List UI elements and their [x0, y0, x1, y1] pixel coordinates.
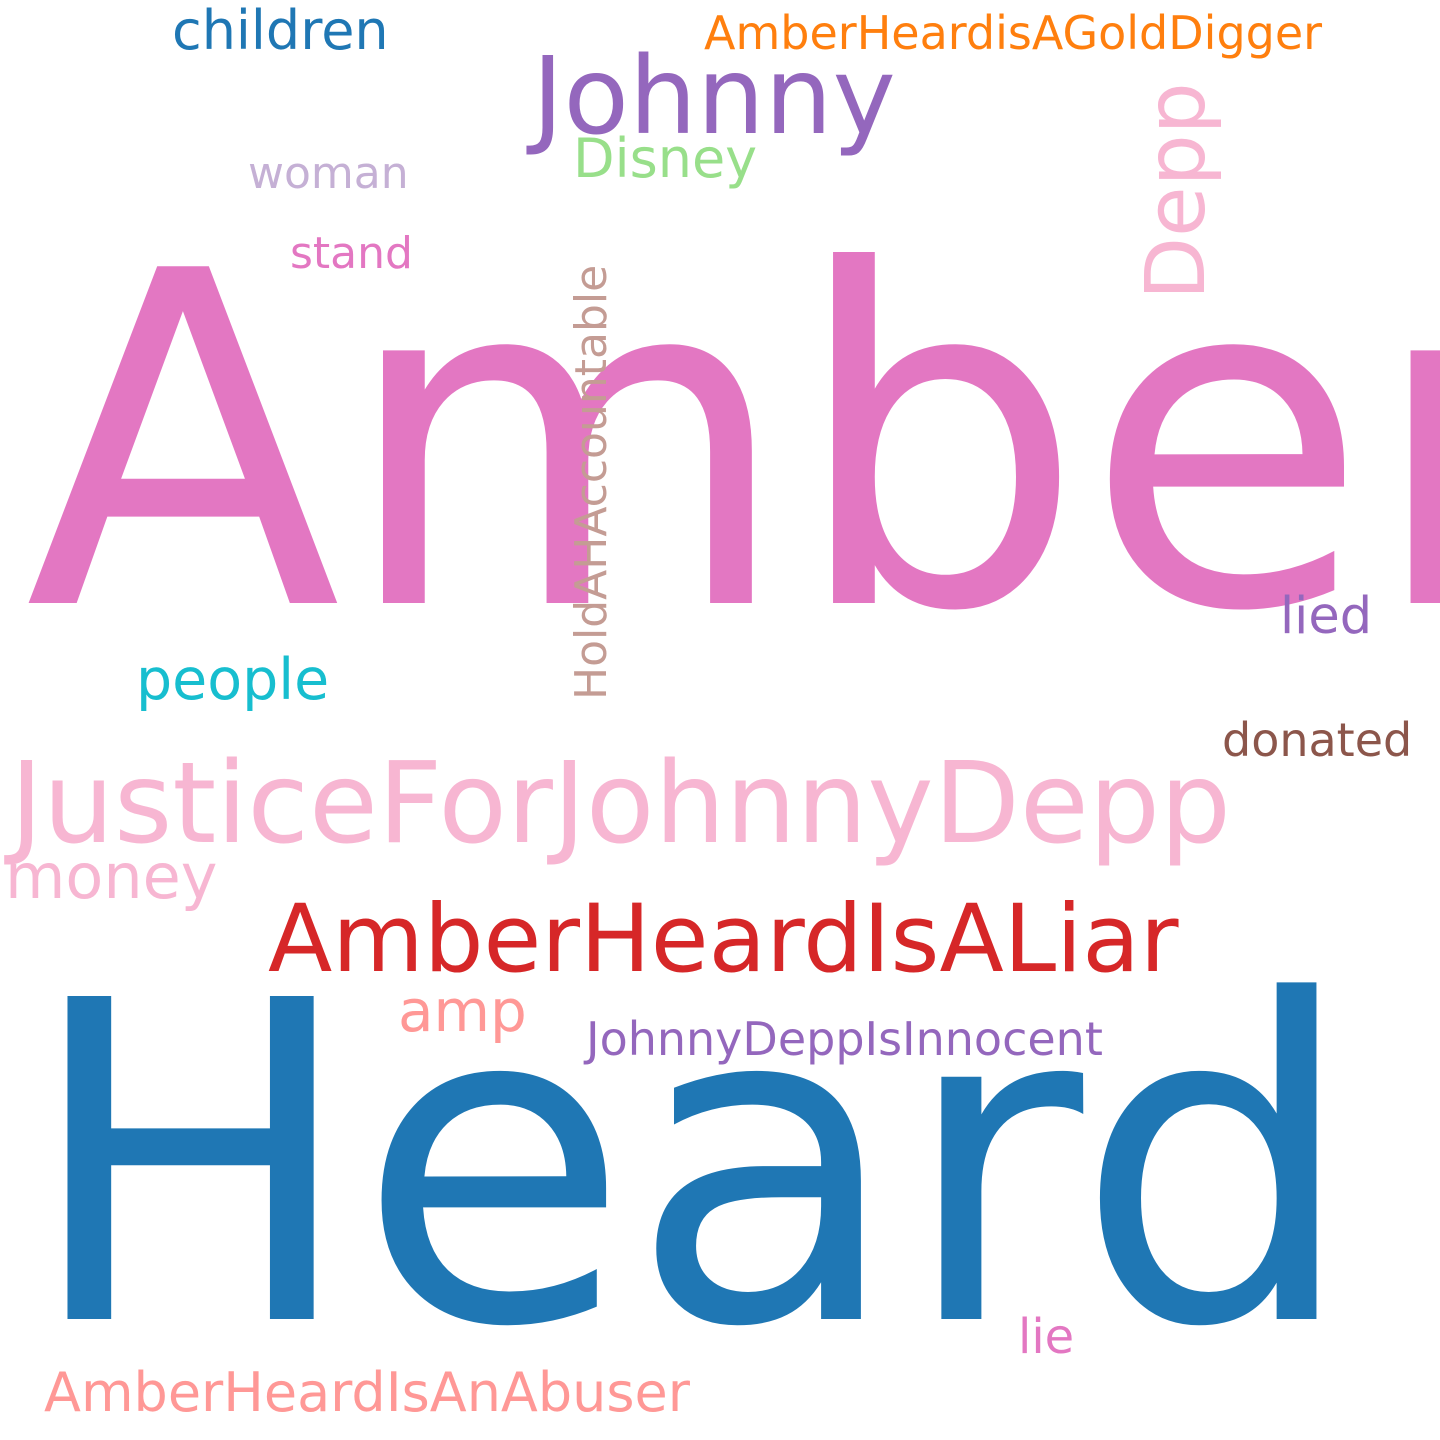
word-heard: Heard [24, 909, 1357, 1424]
word-hold-ah-accountable: HoldAHAccountable [566, 264, 617, 700]
word-amber: Amber [25, 174, 1440, 712]
word-disney: Disney [573, 127, 758, 190]
word-lie: lie [1018, 1309, 1075, 1365]
word-johnny-depp-is-innocent: JohnnyDeppIsInnocent [586, 1012, 1103, 1066]
word-people: people [136, 647, 330, 713]
word-amp: amp [398, 977, 527, 1045]
word-amber-heard-is-a-liar: AmberHeardIsALiar [268, 885, 1179, 994]
word-children: children [172, 0, 389, 62]
word-donated: donated [1222, 713, 1413, 767]
word-depp: Depp [1129, 82, 1224, 300]
word-amber-heard-is-a-gold-digger: AmberHeardisAGoldDigger [704, 6, 1323, 60]
word-stand: stand [290, 228, 413, 279]
word-amber-heard-is-an-abuser: AmberHeardIsAnAbuser [44, 1361, 690, 1424]
word-money: money [5, 840, 218, 913]
word-woman: woman [248, 148, 409, 199]
word-johnny: Johnny [532, 35, 896, 159]
word-justice-for-johnny-depp: JusticeForJohnnyDepp [10, 739, 1232, 869]
word-lied: lied [1280, 587, 1373, 646]
